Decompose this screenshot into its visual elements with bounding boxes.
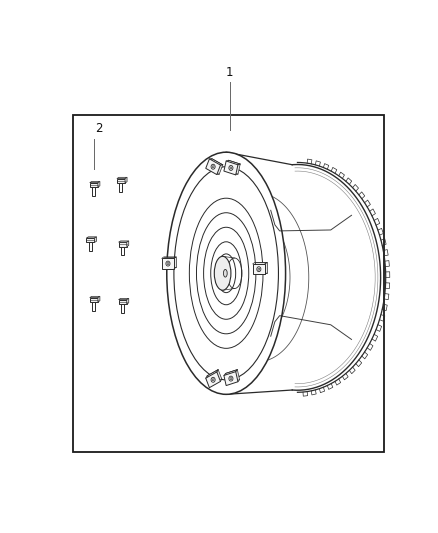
Bar [206, 372, 220, 387]
Bar [90, 297, 98, 302]
Bar [117, 179, 125, 183]
Text: 1: 1 [226, 66, 233, 79]
Ellipse shape [204, 227, 249, 319]
Bar [86, 238, 95, 243]
Bar [207, 369, 222, 385]
Bar [121, 247, 124, 255]
Bar [119, 300, 127, 304]
Bar [255, 262, 267, 273]
Polygon shape [119, 241, 129, 242]
Bar [74, 115, 384, 452]
Bar [162, 259, 174, 269]
Bar [92, 302, 95, 311]
Circle shape [212, 379, 214, 381]
Text: 2: 2 [95, 122, 103, 134]
Circle shape [230, 167, 232, 169]
Polygon shape [90, 296, 100, 297]
Ellipse shape [223, 270, 227, 277]
Polygon shape [98, 181, 100, 187]
Bar [226, 369, 240, 384]
Polygon shape [86, 237, 96, 238]
Circle shape [166, 261, 170, 266]
Bar [208, 158, 223, 174]
Ellipse shape [189, 198, 263, 349]
Polygon shape [127, 298, 129, 304]
Bar [89, 243, 92, 252]
Circle shape [230, 377, 232, 379]
Bar [206, 159, 220, 175]
Polygon shape [119, 298, 129, 300]
Polygon shape [125, 177, 127, 183]
Circle shape [167, 262, 169, 265]
Polygon shape [127, 241, 129, 247]
Circle shape [258, 268, 260, 270]
Ellipse shape [214, 256, 231, 290]
Polygon shape [90, 181, 100, 183]
Circle shape [212, 166, 214, 168]
Circle shape [257, 266, 261, 272]
Circle shape [211, 377, 215, 382]
Bar [224, 161, 238, 175]
Bar [90, 183, 98, 187]
Polygon shape [98, 296, 100, 302]
Bar [120, 183, 123, 192]
Bar [226, 160, 240, 174]
Ellipse shape [197, 213, 256, 334]
Ellipse shape [167, 152, 286, 394]
Polygon shape [117, 177, 127, 179]
Circle shape [229, 165, 233, 171]
Bar [121, 304, 124, 313]
Bar [119, 242, 127, 247]
Bar [224, 372, 238, 385]
Bar [92, 187, 95, 196]
Bar [164, 257, 176, 268]
Ellipse shape [211, 242, 242, 305]
Circle shape [211, 164, 215, 169]
Circle shape [229, 376, 233, 381]
Bar [253, 264, 265, 274]
Polygon shape [95, 237, 96, 243]
Ellipse shape [217, 254, 236, 293]
